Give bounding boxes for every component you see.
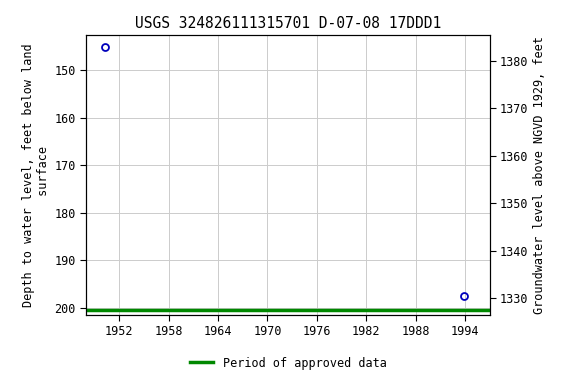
Legend: Period of approved data: Period of approved data (185, 352, 391, 374)
Y-axis label: Groundwater level above NGVD 1929, feet: Groundwater level above NGVD 1929, feet (533, 36, 545, 314)
Y-axis label: Depth to water level, feet below land
 surface: Depth to water level, feet below land su… (22, 43, 51, 306)
Title: USGS 324826111315701 D-07-08 17DDD1: USGS 324826111315701 D-07-08 17DDD1 (135, 16, 441, 31)
